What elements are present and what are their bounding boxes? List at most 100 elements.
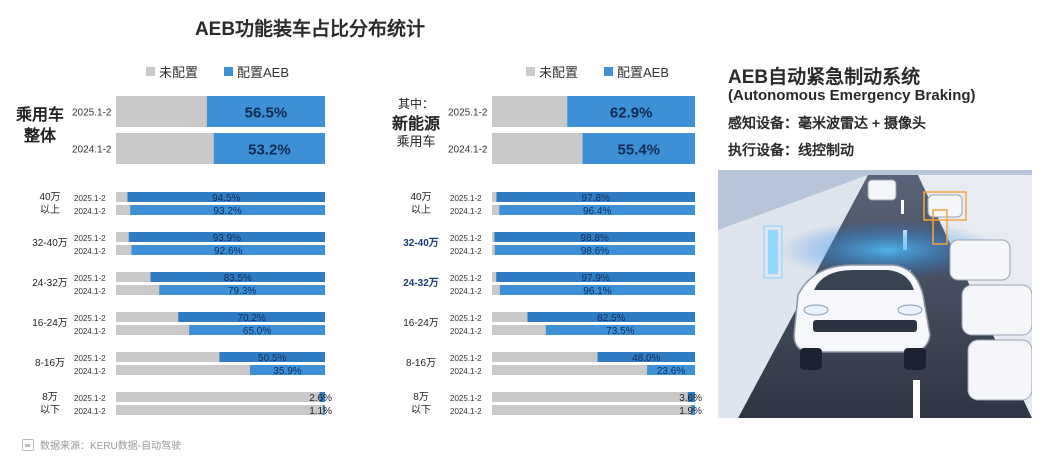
chart-1-seg-5-period-1: 2024.1-2 xyxy=(450,407,482,416)
chart-0-seg-4-period-0: 2025.1-2 xyxy=(74,354,106,363)
chart-1-seg-4-period-0: 2025.1-2 xyxy=(450,354,482,363)
chart-1-seg-2-period-1: 2024.1-2 xyxy=(450,287,482,296)
aeb-system-subtitle: (Autonomous Emergency Braking) xyxy=(728,87,976,104)
chart-1-prefix: 其中： xyxy=(398,96,434,111)
legend-swatch-blue xyxy=(224,67,234,76)
chart-0-seg-1-bar-1 xyxy=(131,245,325,255)
chart-0-seg-2-label-1: 79.3% xyxy=(228,286,256,297)
chart-1-seg-1-bar-1 xyxy=(494,245,695,255)
chart-0-overall-bar-1 xyxy=(213,133,325,164)
chart-1-seg-1-bar-0 xyxy=(494,232,695,242)
chart-1-name-line-1: 乘用车 xyxy=(396,134,435,149)
chart-1-seg-0-label-1: 96.4% xyxy=(583,206,611,217)
legend-swatch-grey xyxy=(146,67,155,76)
chart-1-seg-2-bar-0 xyxy=(496,272,695,282)
chart-1-seg-1-period-0: 2025.1-2 xyxy=(450,234,482,243)
chart-1-seg-4-bar-0 xyxy=(597,352,695,362)
chart-0-seg-0-category-0: 40万 xyxy=(39,192,60,203)
chart-0-seg-3-label-0: 70.2% xyxy=(237,313,265,324)
chart-1-seg-3-bar-0 xyxy=(527,312,695,322)
chart-0-seg-4-bar-1 xyxy=(249,365,325,375)
chart-0-seg-3-category-0: 16-24万 xyxy=(32,318,68,329)
chart-1-overall-bar-0 xyxy=(567,96,695,127)
legend-right: 未配置 配置AEB xyxy=(526,62,691,81)
chart-0-seg-5-label-0: 2.6% xyxy=(309,393,332,404)
chart-0-seg-0-bar-0 xyxy=(127,192,326,202)
chart-0-seg-5-period-0: 2025.1-2 xyxy=(74,394,106,403)
chart-1-seg-2-label-0: 97.9% xyxy=(581,273,609,284)
chart-1-seg-0-period-1: 2024.1-2 xyxy=(450,207,482,216)
chart-1-seg-5-bar-bg-0 xyxy=(492,392,695,402)
chart-0-name-line-1: 整体 xyxy=(23,126,57,145)
legend-item-configured-2: 配置AEB xyxy=(604,62,669,81)
chart-0-seg-0-category-1: 以上 xyxy=(40,204,60,216)
chart-title: AEB功能装车占比分布统计 xyxy=(194,19,426,40)
chart-0-name-line-0: 乘用车 xyxy=(15,105,64,124)
chart-0-seg-4-label-0: 50.5% xyxy=(258,353,286,364)
chart-0-seg-1-period-1: 2024.1-2 xyxy=(74,247,106,256)
actuator-devices-text: 执行设备：线控制动 xyxy=(728,142,854,158)
legend-label-configured: 配置AEB xyxy=(237,65,290,80)
chart-0-seg-3-period-1: 2024.1-2 xyxy=(74,327,106,336)
chart-1-seg-4-period-1: 2024.1-2 xyxy=(450,367,482,376)
chart-0-overall-label-1: 53.2% xyxy=(248,142,291,159)
chart-1-overall-label-0: 62.9% xyxy=(610,105,653,122)
chart-1-seg-4-bar-bg-0 xyxy=(492,352,695,362)
chart-0-seg-3-period-0: 2025.1-2 xyxy=(74,314,106,323)
chart-0-seg-5-bar-bg-0 xyxy=(116,392,325,402)
chart-0-seg-2-label-0: 83.5% xyxy=(224,273,252,284)
chart-1-overall-period-0: 2025.1-2 xyxy=(448,108,488,119)
legend-item-configured: 配置AEB xyxy=(224,62,289,81)
chart-0-seg-5-category-0: 8万 xyxy=(42,392,58,403)
chart-0-seg-4-label-1: 35.9% xyxy=(273,366,301,377)
chart-1-seg-0-category-0: 40万 xyxy=(410,192,431,203)
chart-0-seg-2-bar-0 xyxy=(150,272,325,282)
chart-1-seg-4-label-1: 23.6% xyxy=(657,366,685,377)
chart-1-seg-3-period-0: 2025.1-2 xyxy=(450,314,482,323)
chart-0-seg-0-bar-1 xyxy=(130,205,325,215)
chart-0-seg-3-bar-1 xyxy=(189,325,325,335)
legend-item-unconfigured-2: 未配置 xyxy=(526,62,578,81)
chart-0-seg-5-bar-1 xyxy=(322,405,325,415)
legend-label-unconfigured-2: 未配置 xyxy=(539,65,579,80)
chart-1-seg-3-category-0: 16-24万 xyxy=(403,318,439,329)
chart-1-seg-5-label-0: 3.6% xyxy=(679,393,702,404)
chart-1-seg-4-category-0: 8-16万 xyxy=(406,358,436,369)
chart-0-seg-2-period-0: 2025.1-2 xyxy=(74,274,106,283)
chart-0-overall-period-0: 2025.1-2 xyxy=(72,108,112,119)
chart-1-seg-3-label-1: 73.5% xyxy=(606,326,634,337)
chart-0-seg-0-period-0: 2025.1-2 xyxy=(74,194,106,203)
chart-1-seg-5-label-1: 1.9% xyxy=(679,406,702,417)
chart-0-seg-1-label-1: 92.6% xyxy=(214,246,242,257)
chart-0-seg-0-label-1: 93.2% xyxy=(213,206,241,217)
chart-1-seg-5-bar-0 xyxy=(687,392,695,402)
chart-0-seg-2-category-0: 24-32万 xyxy=(32,278,68,289)
chart-0-seg-4-bar-bg-1 xyxy=(116,365,325,375)
chart-0-seg-5-category-1: 以下 xyxy=(40,405,60,416)
chart-1-seg-3-bar-1 xyxy=(545,325,695,335)
chart-0-seg-5-label-1: 1.1% xyxy=(309,406,332,417)
data-source-footer: 数据来源：KERU数据-自动驾驶 xyxy=(22,437,181,452)
chart-1-seg-2-label-1: 96.1% xyxy=(583,286,611,297)
chart-1-name-line-0: 新能源 xyxy=(392,114,440,133)
chart-0-seg-3-bar-0 xyxy=(178,312,325,322)
chart-1-seg-4-bar-1 xyxy=(647,365,695,375)
data-source-text: 数据来源：KERU数据-自动驾驶 xyxy=(40,441,182,452)
legend-swatch-grey-2 xyxy=(526,67,535,76)
legend-item-unconfigured: 未配置 xyxy=(146,62,198,81)
chart-1-seg-5-period-0: 2025.1-2 xyxy=(450,394,482,403)
chart-0-seg-4-category-0: 8-16万 xyxy=(35,358,65,369)
chart-1-seg-5-category-1: 以下 xyxy=(411,405,431,416)
chart-1-seg-5-bar-bg-1 xyxy=(492,405,695,415)
chart-1-seg-3-period-1: 2024.1-2 xyxy=(450,327,482,336)
chart-0-seg-1-period-0: 2025.1-2 xyxy=(74,234,106,243)
chart-1-seg-1-label-1: 98.6% xyxy=(581,246,609,257)
chart-0-seg-0-label-0: 94.5% xyxy=(212,193,240,204)
chart-0-overall-label-0: 56.5% xyxy=(245,105,288,122)
chart-1-seg-0-bar-0 xyxy=(496,192,695,202)
chart-0-overall-period-1: 2024.1-2 xyxy=(72,145,112,156)
chart-0-seg-5-period-1: 2024.1-2 xyxy=(74,407,106,416)
chart-0-seg-0-period-1: 2024.1-2 xyxy=(74,207,106,216)
chart-1-seg-2-bar-1 xyxy=(499,285,695,295)
chart-1-overall-bar-1 xyxy=(582,133,695,164)
